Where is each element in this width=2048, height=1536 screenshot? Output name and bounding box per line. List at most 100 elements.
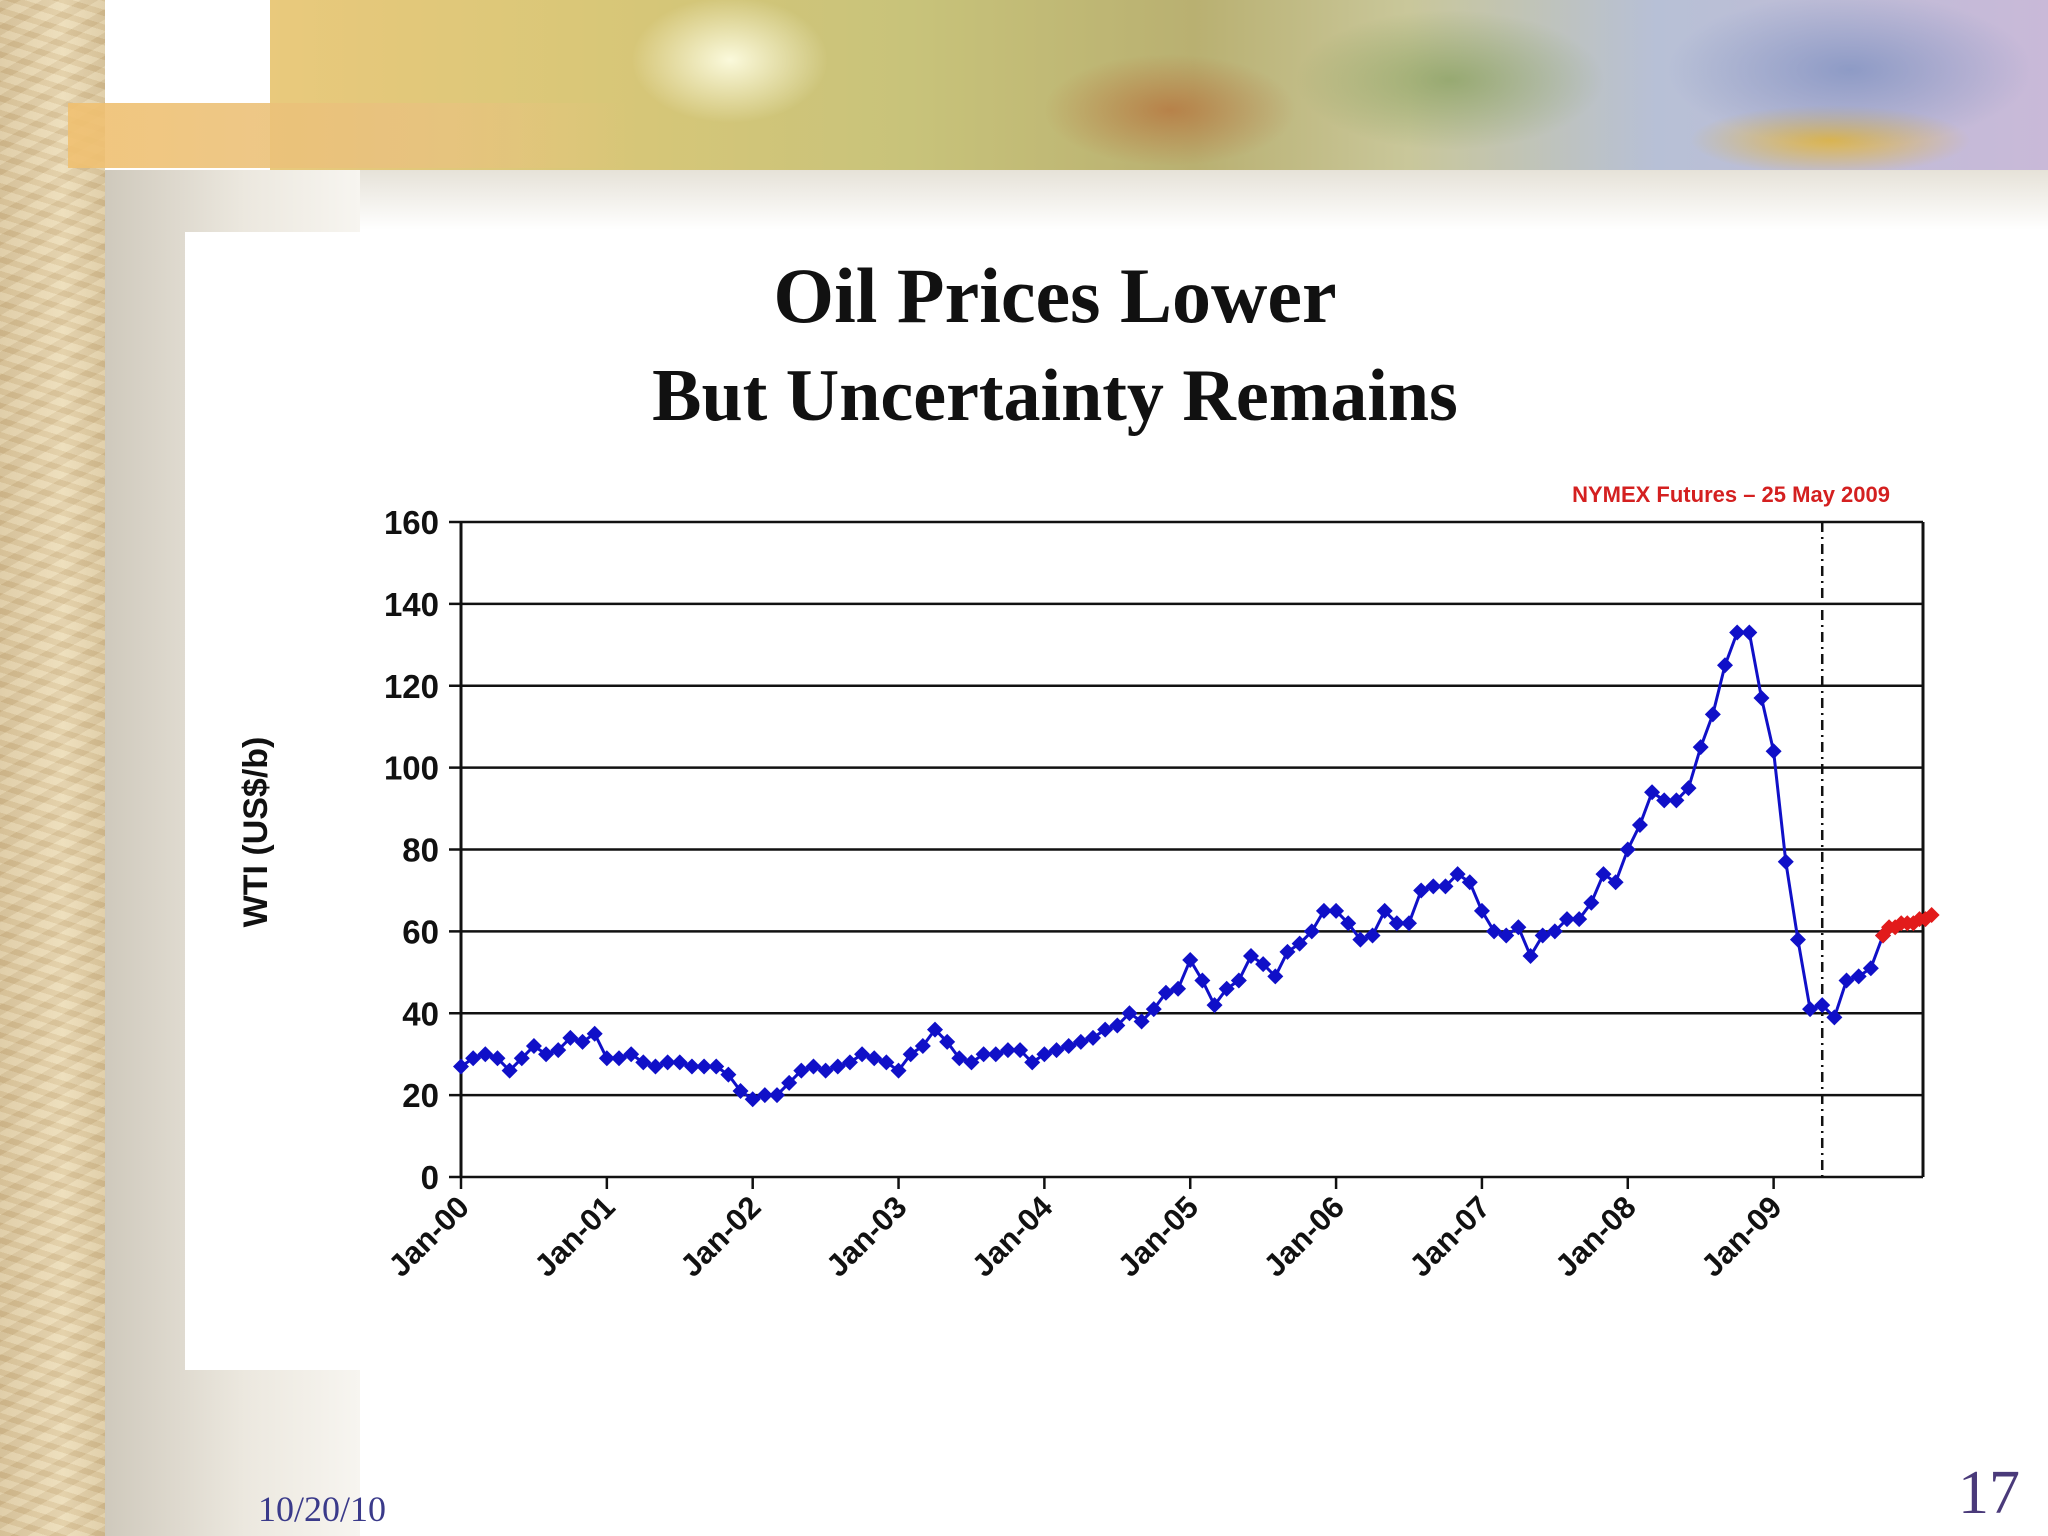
oil-price-chart: Oil Prices Lower But Uncertainty Remains… xyxy=(237,252,1940,1284)
data-point-wti xyxy=(1510,919,1527,936)
data-point-wti xyxy=(1607,874,1624,891)
data-point-wti xyxy=(1413,882,1430,899)
data-point-wti xyxy=(1218,980,1235,997)
data-point-wti xyxy=(1729,624,1746,641)
data-point-wti xyxy=(525,1038,542,1054)
data-point-wti xyxy=(1267,968,1284,985)
data-point-wti xyxy=(1133,1013,1150,1030)
data-point-wti xyxy=(854,1046,871,1063)
x-tick-label: Jan-06 xyxy=(1257,1189,1351,1283)
data-point-wti xyxy=(453,1058,469,1075)
data-point-wti xyxy=(829,1058,846,1075)
data-point-wti xyxy=(513,1050,530,1067)
data-point-wti xyxy=(890,1062,907,1079)
data-point-wti xyxy=(1170,980,1187,997)
data-point-wti xyxy=(574,1033,591,1050)
data-point-wti xyxy=(1571,911,1588,928)
data-point-wti xyxy=(1753,690,1770,707)
y-tick-label: 100 xyxy=(384,750,439,787)
data-point-wti xyxy=(1364,927,1381,944)
data-point-wti xyxy=(927,1021,943,1038)
data-point-wti xyxy=(1704,706,1721,723)
data-point-wti xyxy=(1048,1042,1065,1059)
data-point-wti xyxy=(1826,1009,1843,1026)
data-point-wti xyxy=(1862,960,1879,977)
data-point-wti xyxy=(1777,853,1794,870)
y-tick-label: 80 xyxy=(402,832,439,869)
data-point-wti xyxy=(1559,911,1575,928)
data-point-wti xyxy=(878,1054,895,1071)
chart-subtitle: But Uncertainty Remains xyxy=(652,355,1458,437)
data-point-wti xyxy=(1255,956,1272,973)
data-point-wti xyxy=(562,1029,579,1046)
y-tick-label: 20 xyxy=(402,1077,439,1114)
data-point-wti xyxy=(866,1050,883,1067)
data-point-wti xyxy=(1765,743,1782,760)
data-point-wti xyxy=(671,1054,688,1071)
data-point-wti xyxy=(1328,902,1345,919)
data-point-wti xyxy=(1583,894,1600,911)
data-point-wti xyxy=(999,1042,1016,1059)
x-tick-label: Jan-04 xyxy=(965,1189,1060,1284)
data-point-wti xyxy=(1656,792,1673,809)
data-point-wti xyxy=(1425,878,1442,895)
data-point-wti xyxy=(623,1046,640,1063)
data-point-wti xyxy=(793,1062,810,1079)
data-point-wti xyxy=(1194,972,1211,989)
data-point-wti xyxy=(1850,968,1867,985)
y-tick-label: 140 xyxy=(384,586,439,623)
data-point-wti xyxy=(538,1046,555,1063)
data-point-futures xyxy=(1923,907,1940,923)
data-point-wti xyxy=(1401,915,1417,932)
data-point-wti xyxy=(1631,816,1648,833)
data-point-wti xyxy=(1243,947,1259,964)
series-wti-line xyxy=(460,631,1885,1101)
y-tick-label: 60 xyxy=(402,913,439,950)
slide-bevel-top xyxy=(360,170,2048,230)
data-point-wti xyxy=(756,1087,773,1104)
y-tick-label: 160 xyxy=(384,504,439,541)
data-point-wti xyxy=(781,1074,798,1091)
data-point-wti xyxy=(1097,1021,1114,1038)
x-tick-label: Jan-02 xyxy=(673,1189,767,1283)
data-point-wti xyxy=(1546,923,1563,940)
data-point-wti xyxy=(1085,1029,1101,1046)
data-point-wti xyxy=(914,1038,931,1054)
data-point-wti xyxy=(1692,739,1709,756)
x-tick-label: Jan-08 xyxy=(1549,1189,1643,1283)
data-point-wti xyxy=(1534,927,1551,944)
data-point-wti xyxy=(902,1046,919,1063)
data-point-wti xyxy=(1789,931,1806,948)
data-point-wti xyxy=(1157,984,1174,1001)
data-point-wti xyxy=(550,1042,567,1059)
header-banner-strip xyxy=(68,103,628,168)
chart-panel: Oil Prices Lower But Uncertainty Remains… xyxy=(185,232,1968,1370)
x-tick-label: Jan-09 xyxy=(1694,1189,1788,1283)
data-point-wti xyxy=(1461,874,1478,891)
data-point-wti xyxy=(465,1050,482,1067)
data-point-wti xyxy=(1315,902,1332,919)
data-point-wti xyxy=(1437,878,1454,895)
data-point-wti xyxy=(1838,972,1855,989)
data-point-wti xyxy=(586,1025,603,1042)
x-tick-label: Jan-05 xyxy=(1111,1189,1205,1283)
data-point-wti xyxy=(1182,952,1199,969)
y-tick-label: 120 xyxy=(384,668,439,705)
data-point-wti xyxy=(1449,866,1466,883)
x-tick-label: Jan-01 xyxy=(528,1189,622,1283)
data-point-wti xyxy=(1303,923,1320,940)
data-point-wti xyxy=(1741,624,1758,641)
data-point-wti xyxy=(708,1058,725,1075)
data-point-wti xyxy=(817,1062,834,1079)
slide-page-number: 17 xyxy=(1958,1459,2020,1527)
data-point-wti xyxy=(1060,1038,1077,1054)
data-point-wti xyxy=(951,1050,968,1067)
data-point-wti xyxy=(744,1091,761,1108)
data-point-wti xyxy=(1522,947,1539,964)
data-point-wti xyxy=(1012,1042,1029,1059)
data-point-wti xyxy=(1680,780,1697,797)
data-point-wti xyxy=(1279,943,1296,960)
y-axis-label: WTI (US$/b) xyxy=(237,737,275,928)
data-point-wti xyxy=(1291,935,1308,952)
y-tick-label: 40 xyxy=(402,995,439,1032)
